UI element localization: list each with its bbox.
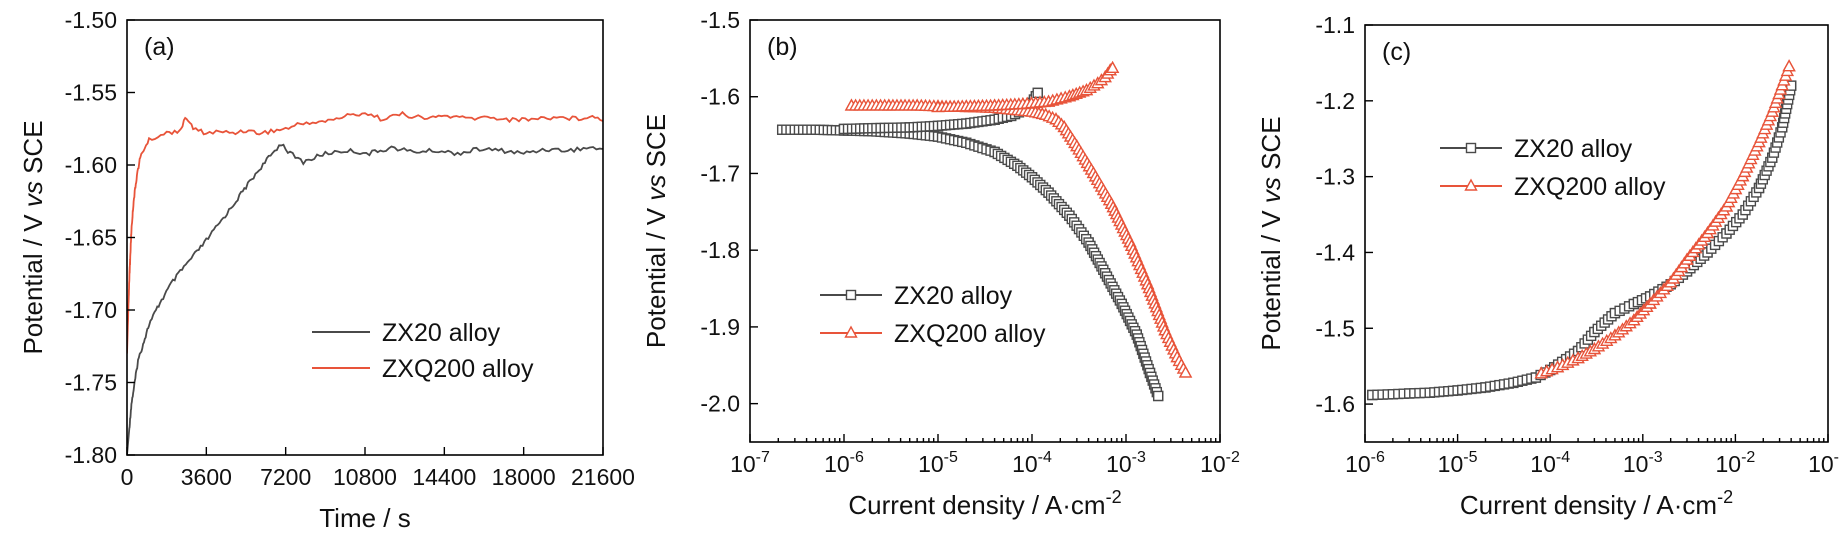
series-zxq200-marker (1782, 59, 1796, 72)
x-tick-label: 10-6 (824, 449, 864, 477)
x-tick-label: 10-3 (1623, 449, 1663, 477)
y-tick-label: -1.1 (1315, 12, 1355, 38)
x-tick-label: 10-2 (1715, 449, 1755, 477)
x-tick-label: 10-6 (1345, 449, 1385, 477)
legend-zxq200-p2-label: ZXQ200 alloy (1514, 173, 1666, 201)
legend-zx20-p2-label: ZX20 alloy (1514, 135, 1633, 163)
x-tick-label: 10-5 (1438, 449, 1478, 477)
chart-panel-3: 10-6 10-5 10-4 10-3 10-2 10-1 -1.6 -1.5 -1.4 -1.3… (1256, 12, 1840, 520)
x-tick-label: 10-4 (1012, 449, 1052, 477)
y-tick-label: -1.75 (65, 370, 117, 396)
legend-zx20-p1-label: ZX20 alloy (894, 282, 1013, 310)
y-tick-label: -1.65 (65, 225, 117, 251)
y-tick-label: -1.9 (700, 314, 740, 340)
series-zx20-marker (1785, 80, 1797, 91)
y-tick-label: -1.60 (65, 152, 117, 178)
y-tick-label: -1.4 (1315, 239, 1355, 265)
x-tick-label: 10-4 (1530, 449, 1570, 477)
series-zx20-line (127, 143, 603, 455)
x-tick-label: 10800 (333, 464, 397, 490)
series-zxq200-line (127, 110, 603, 354)
plot-area-p1 (776, 60, 1193, 402)
plot-area-p0 (127, 110, 603, 455)
y-axis-title-p1: Potential / V vs SCE (641, 114, 671, 348)
y-tick-label: -1.6 (1315, 391, 1355, 417)
y-tick-label: -1.6 (700, 84, 740, 110)
x-tick-label: 3600 (181, 464, 232, 490)
y-tick-label: -1.5 (1315, 315, 1355, 341)
x-tick-label: 10-7 (730, 449, 770, 477)
y-tick-label: -1.5 (700, 7, 740, 33)
x-tick-label: 14400 (412, 464, 476, 490)
panel-label-p2: (c) (1382, 38, 1411, 66)
series-zxq200-marker (1178, 365, 1193, 378)
x-tick-label: 10-2 (1200, 449, 1240, 477)
y-tick-label: -2.0 (700, 391, 740, 417)
panel-label-p1: (b) (767, 33, 798, 61)
series-zxq200-line (1540, 66, 1791, 375)
plot-frame-p0 (126, 19, 604, 456)
series-zx20-marker (1032, 87, 1043, 99)
x-axis-title-p1: Current density / A·cm-2 (848, 487, 1121, 520)
x-tick-label: 7200 (260, 464, 311, 490)
y-tick-label: -1.50 (65, 7, 117, 33)
plot-frame-p2 (1364, 24, 1829, 443)
y-tick-label: -1.7 (700, 160, 740, 186)
y-tick-label: -1.8 (700, 237, 740, 263)
series-zx20-marker (1152, 390, 1164, 402)
chart-panel-1: 0 3600 7200 10800 14400 18000 21600 -1.80 -1.75 -… (18, 7, 635, 533)
legend-zx20-p1-marker (845, 289, 857, 301)
y-tick-label: -1.3 (1315, 164, 1355, 190)
legend-zxq200-p1-label: ZXQ200 alloy (894, 320, 1046, 348)
x-tick-label: 21600 (571, 464, 635, 490)
y-tick-label: -1.80 (65, 442, 117, 468)
plot-area-p2 (1367, 59, 1797, 401)
y-tick-label: -1.70 (65, 297, 117, 323)
panel-label-p0: (a) (144, 33, 175, 61)
x-tick-label: 18000 (492, 464, 556, 490)
x-tick-label: 10-1 (1808, 449, 1840, 477)
legend-zx20-p2-marker (1465, 142, 1477, 154)
legend-zxq200-p0-label: ZXQ200 alloy (382, 355, 534, 383)
legend-zxq200-p2-marker (1464, 178, 1478, 191)
y-tick-label: -1.55 (65, 80, 117, 106)
x-axis-title-p2: Current density / A·cm-2 (1460, 487, 1733, 520)
chart-panel-2: 10-7 10-6 10-5 10-4 10-3 10-2 -2.0 -1.9 -1.8 -1.7… (641, 7, 1240, 520)
x-axis-title-p0: Time / s (319, 503, 410, 533)
series-zxq200-marker (1105, 60, 1120, 74)
x-tick-label: 10-3 (1106, 449, 1146, 477)
x-tick-label: 0 (121, 464, 134, 490)
plot-frame-p1 (749, 19, 1221, 443)
legend-zx20-p0-label: ZX20 alloy (382, 319, 501, 347)
y-tick-label: -1.2 (1315, 88, 1355, 114)
legend-zxq200-p1-marker (844, 325, 858, 338)
y-axis-title-p0: Potential / V vs SCE (18, 120, 48, 354)
y-axis-title-p2: Potential / V vs SCE (1256, 116, 1286, 350)
x-tick-label: 10-5 (918, 449, 958, 477)
